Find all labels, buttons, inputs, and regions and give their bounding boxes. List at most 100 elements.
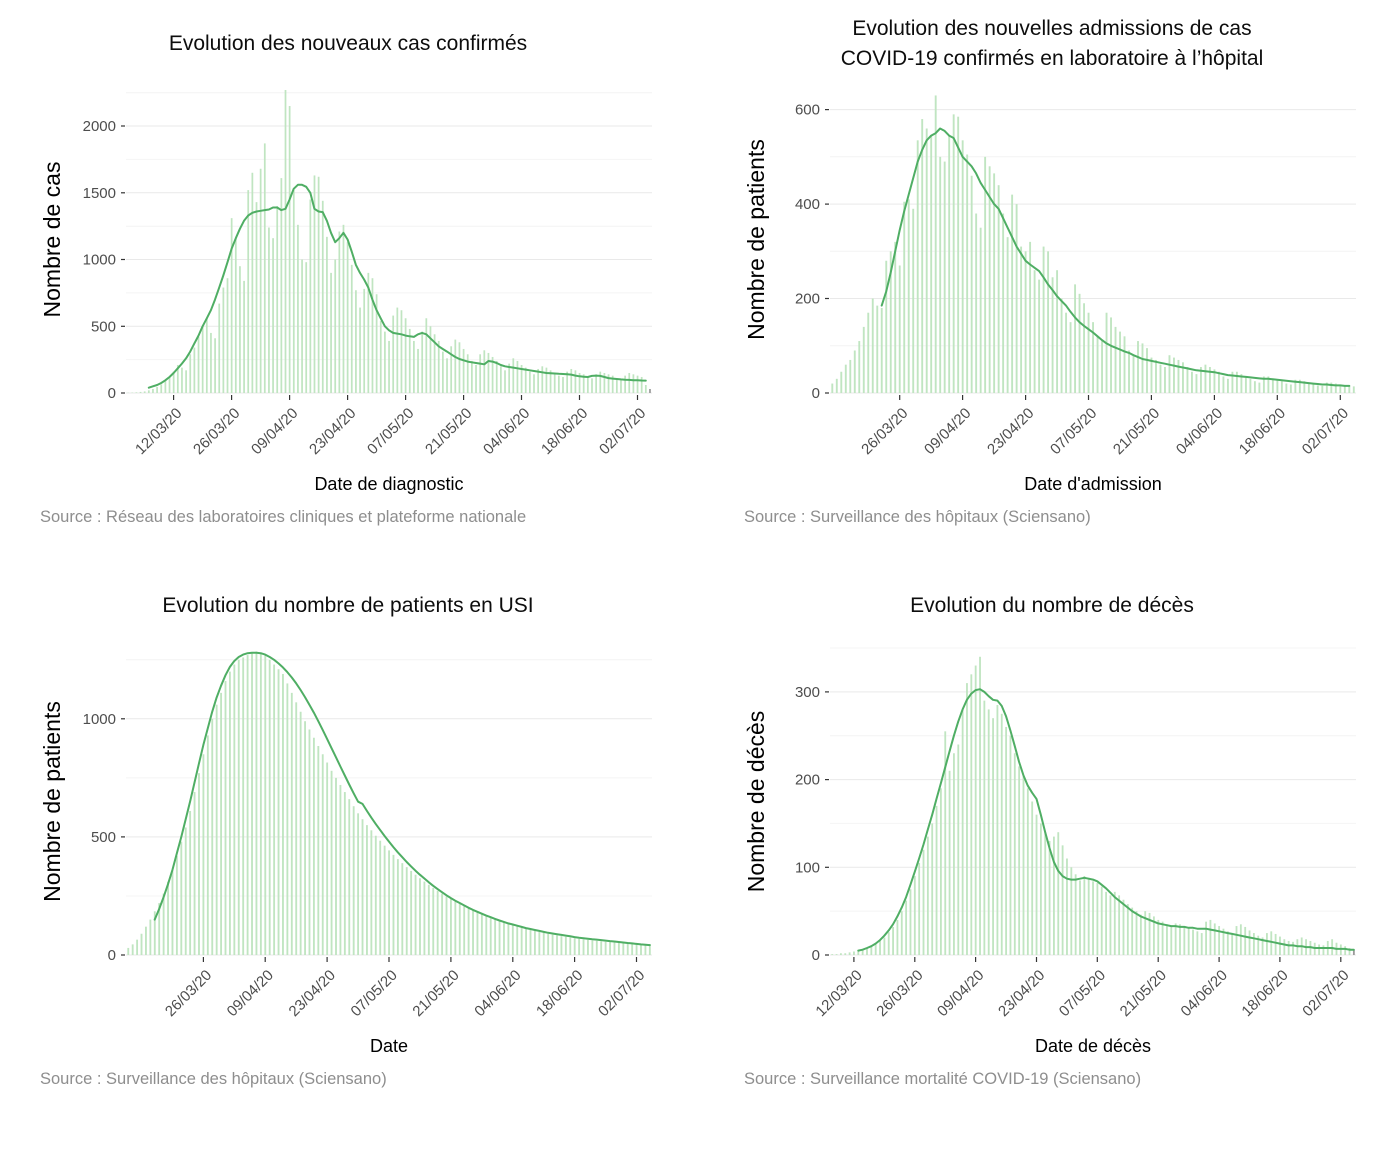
daily-bar	[147, 390, 150, 393]
daily-bar	[1303, 381, 1306, 393]
daily-bar	[1122, 899, 1125, 955]
y-tick-label: 0	[108, 385, 116, 402]
y-tick-label: 0	[812, 947, 820, 964]
daily-bar	[984, 156, 987, 393]
daily-bar	[507, 923, 510, 955]
daily-bar	[1096, 882, 1099, 955]
daily-bar	[853, 350, 856, 393]
daily-bar	[636, 375, 639, 393]
daily-bar	[1213, 923, 1216, 955]
daily-bar	[205, 318, 208, 393]
daily-bar	[1011, 194, 1014, 393]
daily-bar	[437, 340, 440, 393]
daily-bar	[533, 374, 535, 393]
daily-bar	[417, 348, 419, 393]
x-tick-label: 09/04/20	[248, 405, 301, 458]
daily-bar	[476, 912, 479, 955]
y-tick-label: 1000	[83, 711, 116, 728]
daily-bar	[566, 371, 569, 393]
daily-bar	[246, 655, 249, 955]
daily-bar	[1005, 726, 1008, 955]
x-tick-label: 04/06/20	[1173, 405, 1226, 458]
daily-bar	[1074, 284, 1077, 393]
daily-bar	[176, 364, 179, 393]
daily-bar	[1051, 277, 1054, 393]
daily-bar	[1330, 382, 1333, 393]
daily-bar	[218, 303, 221, 393]
chart-source-hospital-admissions: Source : Surveillance des hôpitaux (Scie…	[744, 508, 1091, 526]
daily-bar	[1056, 270, 1059, 393]
daily-bar	[282, 673, 284, 955]
daily-bar	[479, 354, 482, 393]
daily-bar	[892, 926, 894, 955]
chart-source-confirmed-cases: Source : Réseau des laboratoires cliniqu…	[40, 508, 527, 526]
daily-bar	[926, 836, 929, 955]
x-tick-label: 12/03/20	[132, 405, 185, 458]
daily-bar	[1110, 317, 1112, 393]
daily-bar	[1283, 939, 1286, 955]
daily-bar	[396, 307, 399, 393]
daily-bar	[1348, 385, 1351, 393]
x-tick-label: 26/03/20	[873, 967, 926, 1020]
x-tick-label: 02/07/20	[1299, 967, 1352, 1020]
daily-bar	[321, 200, 324, 393]
daily-bar	[167, 881, 169, 955]
daily-bar	[1235, 925, 1238, 955]
daily-bar	[874, 943, 877, 955]
daily-bar	[925, 128, 928, 393]
daily-bar	[975, 213, 978, 393]
daily-bar	[193, 791, 196, 955]
chart-cell-confirmed-cases: Evolution des nouveaux cas confirmés 0 50…	[18, 12, 678, 530]
daily-bar	[1083, 875, 1086, 955]
daily-bar	[1279, 936, 1281, 955]
daily-bar	[573, 938, 576, 955]
x-tick-label: 09/04/20	[921, 405, 974, 458]
daily-bar	[879, 940, 881, 955]
daily-bar	[1209, 919, 1212, 955]
daily-bar	[272, 238, 274, 393]
daily-bar	[1150, 357, 1153, 393]
daily-bar	[934, 95, 937, 393]
daily-bar	[1148, 912, 1151, 955]
x-tick-label: 02/07/20	[595, 967, 648, 1020]
daily-bar	[1113, 891, 1116, 955]
daily-bar	[912, 208, 915, 393]
daily-bar	[1231, 932, 1234, 955]
daily-bar	[383, 845, 386, 955]
daily-bar	[313, 175, 316, 393]
daily-bar	[259, 652, 262, 955]
daily-bar	[189, 810, 192, 955]
daily-bar	[239, 266, 241, 393]
daily-bar	[1348, 947, 1351, 955]
daily-bar	[288, 106, 291, 393]
daily-bar	[541, 366, 544, 393]
daily-bar	[858, 341, 861, 393]
daily-bar	[1126, 904, 1129, 955]
daily-bar	[366, 825, 368, 955]
daily-bar	[1161, 921, 1164, 955]
daily-bar	[626, 942, 629, 955]
daily-bar	[234, 238, 237, 393]
daily-bar	[338, 231, 341, 393]
x-tick-label: 21/05/20	[422, 405, 475, 458]
daily-bar	[1289, 384, 1292, 393]
daily-bar	[582, 939, 585, 955]
daily-bar	[1173, 357, 1175, 393]
daily-bar	[538, 931, 541, 955]
daily-bar	[193, 347, 196, 393]
daily-bar	[189, 354, 192, 393]
daily-bar	[1182, 362, 1184, 393]
daily-bar	[1033, 270, 1036, 393]
daily-bar	[553, 372, 556, 393]
daily-bar	[292, 190, 295, 393]
daily-bar	[471, 360, 473, 393]
daily-bar	[1179, 924, 1181, 955]
daily-bar	[202, 754, 205, 955]
daily-bar	[1267, 376, 1270, 393]
daily-bar	[450, 346, 453, 393]
y-tick-label: 400	[795, 196, 820, 213]
x-tick-label: 07/05/20	[364, 405, 417, 458]
y-tick-label: 200	[795, 291, 820, 308]
daily-bar	[1200, 932, 1203, 955]
daily-bar	[640, 943, 642, 955]
